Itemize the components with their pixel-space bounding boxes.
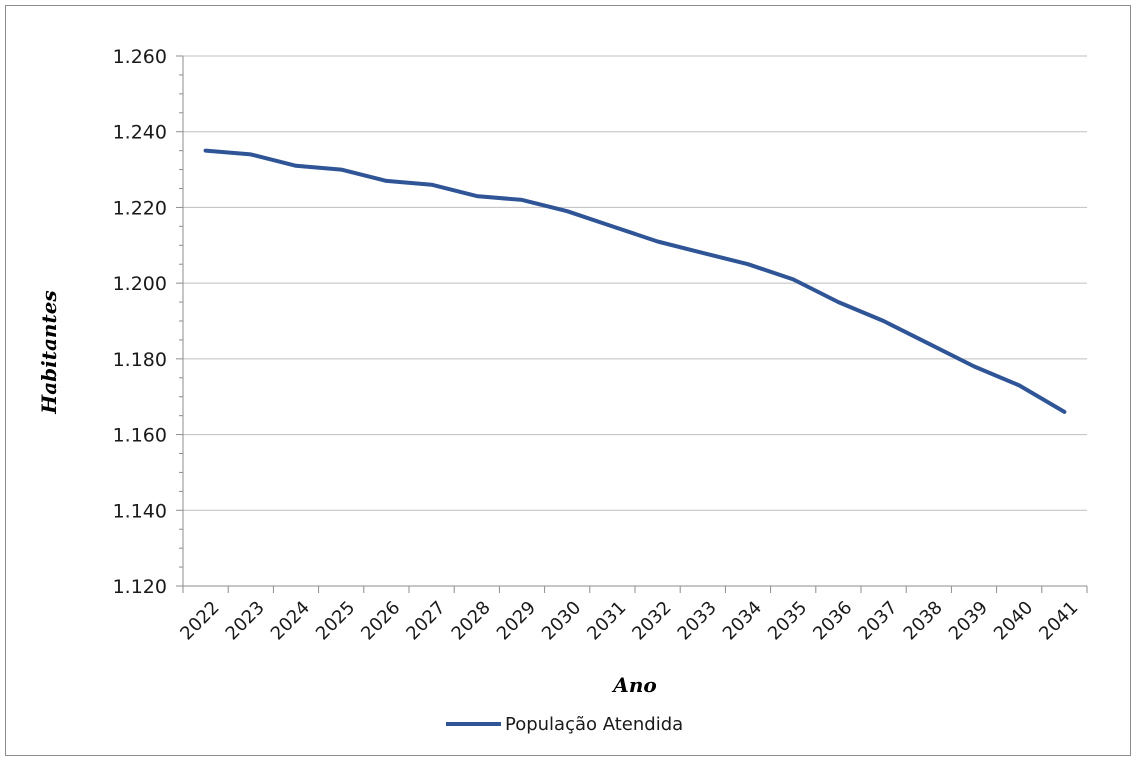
x-tick-label: 2035 [764,597,811,644]
line-chart: 1.120 1.140 1.160 1.180 1.200 1.220 1.240 1.260… [37,46,1088,735]
y-axis-title: Habitantes [37,290,61,414]
x-tick-label: 2029 [493,597,540,644]
x-tick-label: 2037 [854,597,901,644]
y-tick-label: 1.240 [113,122,167,144]
x-tick-label: 2032 [628,597,675,644]
y-tick-label: 1.180 [113,349,167,371]
series-lines [203,148,1067,414]
y-tick-label: 1.160 [113,425,167,447]
chart-frame: 1.120 1.140 1.160 1.180 1.200 1.220 1.240 1.260… [5,5,1131,756]
x-tick-label: 2022 [176,597,223,644]
x-tick-label: 2034 [719,597,766,644]
axes [176,55,1088,593]
x-tick-label: 2030 [538,597,585,644]
legend: População Atendida [446,714,683,735]
grid-lines [183,55,1087,511]
y-tick-label: 1.120 [113,576,167,598]
x-tick-label: 2039 [945,597,992,644]
x-tick-label: 2028 [448,597,495,644]
x-tick-label: 2036 [809,597,856,644]
x-tick-label: 2038 [900,597,947,644]
y-tick-label: 1.220 [113,197,167,219]
x-tick-label: 2040 [990,597,1037,644]
x-tick-label: 2024 [267,597,314,644]
x-axis-title: Ano [611,673,656,697]
x-tick-label: 2027 [402,597,449,644]
x-tick-label: 2026 [357,597,404,644]
series-line [203,148,1067,414]
x-tick-label: 2023 [222,597,269,644]
legend-label: População Atendida [505,714,683,735]
y-tick-label: 1.200 [113,273,167,295]
x-tick-labels: 2022202320242025202620272028202920302031… [176,597,1082,644]
y-tick-label: 1.260 [113,46,167,68]
y-tick-label: 1.140 [113,500,167,522]
y-tick-labels: 1.120 1.140 1.160 1.180 1.200 1.220 1.240 1.260 [113,46,167,598]
x-tick-label: 2041 [1035,597,1082,644]
x-tick-label: 2025 [312,597,359,644]
x-tick-label: 2031 [583,597,630,644]
x-tick-label: 2033 [674,597,721,644]
